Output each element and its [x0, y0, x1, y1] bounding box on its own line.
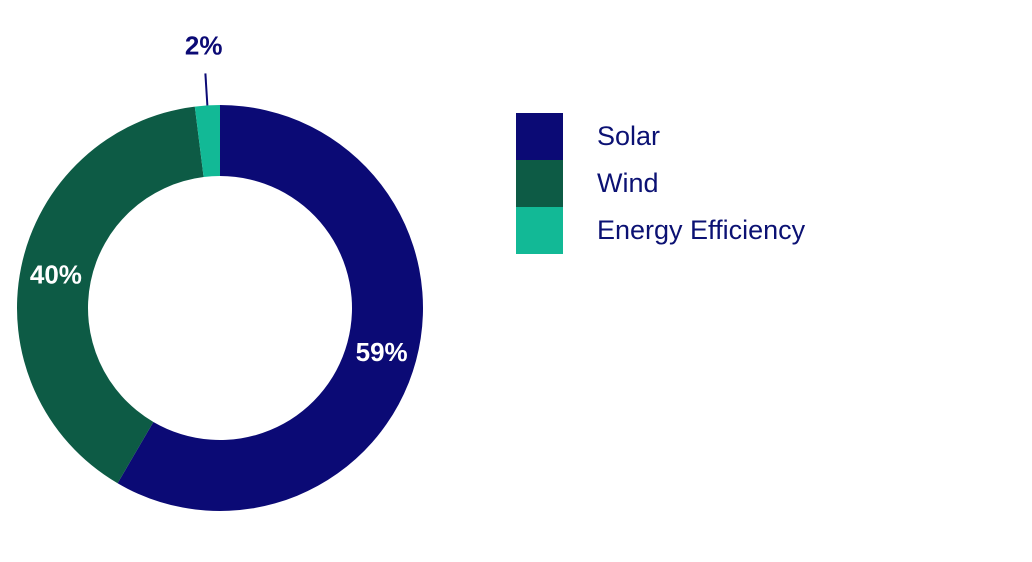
leader-line-energy-efficiency	[204, 73, 209, 106]
slice-energy-efficiency	[194, 105, 220, 178]
legend-item-energy-efficiency: Energy Efficiency	[516, 207, 805, 254]
legend-swatch-solar	[516, 113, 563, 160]
legend-item-wind: Wind	[516, 160, 805, 207]
slice-wind	[17, 106, 204, 484]
legend-label-solar: Solar	[597, 121, 661, 151]
data-label-wind: 40%	[30, 259, 82, 289]
legend-swatch-energy-efficiency	[516, 207, 563, 254]
data-label-solar: 59%	[356, 337, 408, 367]
legend-item-solar: Solar	[516, 113, 805, 160]
legend-swatch-wind	[516, 160, 563, 207]
legend-label-wind: Wind	[597, 168, 659, 198]
slice-solar	[117, 105, 424, 512]
legend: Solar Wind Energy Efficiency	[516, 113, 805, 254]
data-label-energy-efficiency: 2%	[185, 31, 223, 61]
legend-label-energy-efficiency: Energy Efficiency	[597, 215, 806, 245]
